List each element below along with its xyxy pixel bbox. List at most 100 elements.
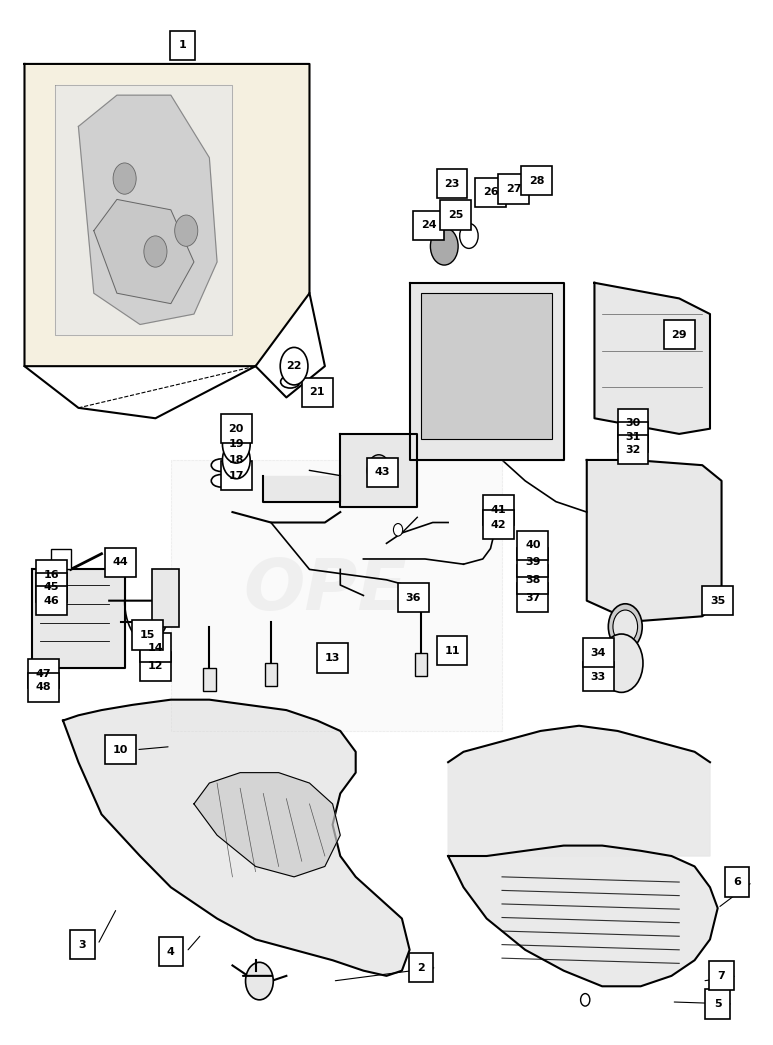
FancyBboxPatch shape — [724, 867, 749, 897]
FancyBboxPatch shape — [583, 638, 614, 668]
Polygon shape — [171, 460, 502, 730]
Text: 25: 25 — [448, 210, 464, 220]
Text: 45: 45 — [44, 582, 60, 593]
Text: 31: 31 — [625, 432, 641, 442]
Polygon shape — [587, 460, 721, 622]
Text: 4: 4 — [167, 947, 175, 957]
Text: 37: 37 — [525, 593, 540, 603]
FancyBboxPatch shape — [483, 495, 513, 525]
Text: 17: 17 — [229, 470, 244, 481]
Circle shape — [393, 524, 403, 536]
FancyBboxPatch shape — [706, 990, 730, 1019]
Polygon shape — [32, 570, 124, 669]
Text: 41: 41 — [490, 505, 506, 515]
Text: OPE: OPE — [243, 556, 407, 625]
Text: 16: 16 — [43, 570, 60, 580]
FancyBboxPatch shape — [475, 178, 506, 207]
Text: 32: 32 — [625, 444, 641, 455]
Circle shape — [246, 962, 274, 1000]
FancyBboxPatch shape — [517, 531, 548, 560]
FancyBboxPatch shape — [618, 422, 649, 451]
Text: 35: 35 — [710, 596, 725, 606]
Ellipse shape — [281, 375, 300, 388]
Polygon shape — [448, 725, 710, 856]
FancyBboxPatch shape — [703, 586, 733, 616]
Text: 14: 14 — [148, 643, 163, 652]
Polygon shape — [78, 95, 217, 325]
Text: 5: 5 — [714, 999, 721, 1009]
FancyBboxPatch shape — [709, 961, 734, 991]
Polygon shape — [94, 200, 194, 304]
Text: 1: 1 — [179, 40, 186, 50]
Text: 24: 24 — [421, 220, 437, 231]
FancyBboxPatch shape — [140, 652, 171, 681]
FancyBboxPatch shape — [367, 458, 398, 487]
FancyBboxPatch shape — [29, 673, 60, 702]
Text: 47: 47 — [36, 669, 52, 678]
FancyBboxPatch shape — [158, 937, 183, 967]
Circle shape — [613, 610, 638, 644]
Text: 3: 3 — [78, 939, 86, 950]
FancyBboxPatch shape — [36, 560, 66, 589]
Text: 7: 7 — [717, 971, 725, 981]
Text: 46: 46 — [43, 596, 60, 606]
FancyBboxPatch shape — [398, 583, 429, 612]
FancyBboxPatch shape — [301, 377, 332, 407]
Circle shape — [581, 994, 590, 1006]
FancyBboxPatch shape — [664, 321, 695, 349]
Text: 26: 26 — [482, 187, 499, 198]
Polygon shape — [25, 64, 309, 366]
FancyBboxPatch shape — [52, 549, 70, 570]
Polygon shape — [410, 283, 564, 460]
Polygon shape — [264, 475, 340, 502]
Text: 11: 11 — [444, 646, 460, 655]
FancyBboxPatch shape — [414, 211, 444, 240]
Text: 6: 6 — [733, 877, 741, 887]
FancyBboxPatch shape — [441, 201, 472, 230]
Polygon shape — [594, 283, 710, 434]
Circle shape — [280, 347, 308, 385]
Text: 30: 30 — [625, 418, 641, 428]
FancyBboxPatch shape — [583, 663, 614, 692]
FancyBboxPatch shape — [618, 409, 649, 438]
Text: 48: 48 — [36, 682, 52, 692]
Text: 13: 13 — [325, 653, 340, 663]
Circle shape — [608, 604, 642, 650]
Text: 36: 36 — [406, 593, 421, 603]
FancyBboxPatch shape — [221, 414, 252, 443]
Polygon shape — [340, 434, 417, 507]
FancyBboxPatch shape — [36, 573, 66, 602]
FancyBboxPatch shape — [517, 548, 548, 577]
FancyBboxPatch shape — [521, 166, 552, 195]
Circle shape — [223, 441, 250, 479]
Circle shape — [113, 163, 136, 194]
Text: 10: 10 — [113, 745, 128, 754]
FancyBboxPatch shape — [517, 583, 548, 612]
Text: 44: 44 — [113, 557, 128, 567]
Circle shape — [175, 215, 198, 247]
FancyBboxPatch shape — [317, 644, 348, 673]
Text: 33: 33 — [591, 672, 606, 681]
Text: 19: 19 — [229, 439, 244, 449]
FancyBboxPatch shape — [437, 636, 468, 666]
Text: 15: 15 — [140, 630, 155, 640]
Ellipse shape — [211, 474, 230, 487]
Text: 22: 22 — [286, 362, 301, 371]
Text: 38: 38 — [525, 575, 540, 585]
Text: 23: 23 — [444, 179, 460, 189]
Polygon shape — [63, 700, 410, 976]
FancyBboxPatch shape — [105, 548, 136, 577]
Circle shape — [431, 228, 458, 265]
FancyBboxPatch shape — [70, 930, 94, 959]
FancyBboxPatch shape — [498, 175, 529, 204]
FancyBboxPatch shape — [170, 30, 195, 60]
Text: 34: 34 — [591, 648, 606, 657]
FancyBboxPatch shape — [29, 659, 60, 689]
Text: 21: 21 — [309, 388, 325, 397]
FancyBboxPatch shape — [105, 735, 136, 764]
Polygon shape — [448, 845, 717, 986]
Circle shape — [460, 224, 478, 249]
Text: 12: 12 — [148, 661, 163, 671]
Circle shape — [223, 425, 250, 463]
FancyBboxPatch shape — [437, 169, 468, 199]
